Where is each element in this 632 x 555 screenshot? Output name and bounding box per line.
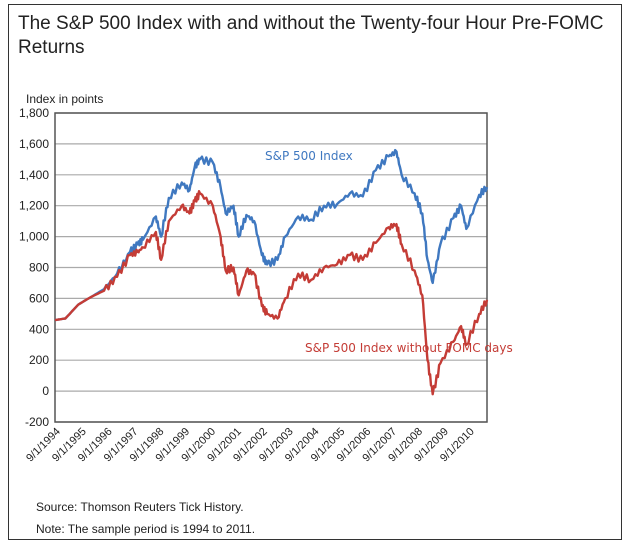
y-tick-label: -200 bbox=[25, 415, 49, 429]
sample-note: Note: The sample period is 1994 to 2011. bbox=[36, 522, 256, 536]
y-tick-label: 800 bbox=[29, 261, 49, 275]
y-tick-label: 1,600 bbox=[19, 137, 49, 151]
series-line-without-fomc bbox=[54, 190, 489, 396]
plot-border bbox=[54, 112, 488, 423]
y-axis-label: Index in points bbox=[26, 92, 104, 106]
y-tick-label: 1,400 bbox=[19, 168, 49, 182]
chart-title: The S&P 500 Index with and without the T… bbox=[18, 13, 604, 58]
annotation-sp500: S&P 500 Index bbox=[265, 149, 353, 163]
y-tick-label: 0 bbox=[42, 384, 49, 398]
annotation-without-fomc: S&P 500 Index without FOMC days bbox=[305, 341, 513, 355]
source-note: Source: Thomson Reuters Tick History. bbox=[36, 500, 244, 514]
y-tick-label: 200 bbox=[29, 353, 49, 367]
y-tick-label: 1,000 bbox=[19, 230, 49, 244]
y-tick-label: 600 bbox=[29, 291, 49, 305]
series-line-sp500 bbox=[54, 148, 489, 322]
y-tick-label: 400 bbox=[29, 322, 49, 336]
chart-frame bbox=[8, 4, 622, 540]
y-tick-label: 1,200 bbox=[19, 199, 49, 213]
y-tick-label: 1,800 bbox=[19, 106, 49, 120]
